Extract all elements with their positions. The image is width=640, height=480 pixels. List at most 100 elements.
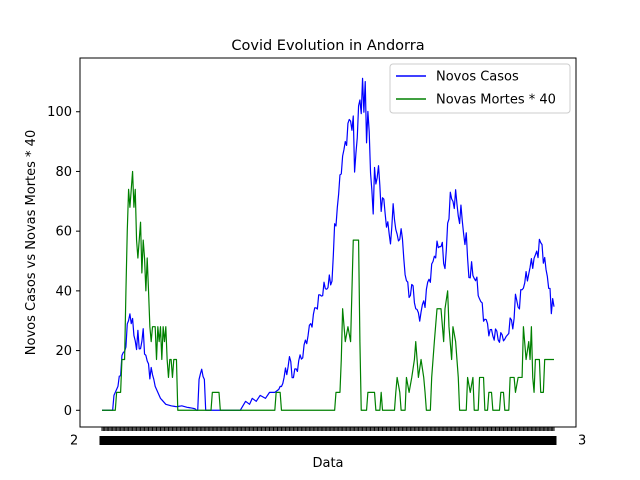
x-tick-label-glyph xyxy=(192,436,198,445)
x-tick-label-glyph xyxy=(282,436,288,445)
x-tick-label-glyph xyxy=(471,436,477,445)
x-tick-label-glyph xyxy=(360,436,366,445)
x-tick-label-glyph xyxy=(490,436,496,445)
x-tick-label-glyph xyxy=(261,436,267,445)
x-tick-label-glyph xyxy=(357,436,363,445)
x-tick-label-glyph xyxy=(498,436,504,445)
x-tick-label-glyph xyxy=(330,436,336,445)
legend-label: Novas Mortes * 40 xyxy=(436,93,556,108)
x-tick-label-glyph xyxy=(152,436,158,445)
x-tick-label-glyph xyxy=(269,436,275,445)
x-tick-label-glyph xyxy=(455,436,461,445)
x-tick-label-glyph xyxy=(256,436,262,445)
x-tick-label-glyph xyxy=(344,436,350,445)
x-tick-label-glyph xyxy=(126,436,132,445)
x-tick-label-glyph xyxy=(437,436,443,445)
x-tick-label-glyph xyxy=(288,436,294,445)
x-tick-label-glyph xyxy=(290,436,296,445)
legend-box xyxy=(389,63,571,114)
x-tick-label-glyph xyxy=(200,436,206,445)
x-tick-label-glyph xyxy=(184,436,190,445)
x-tick-label-glyph xyxy=(144,436,150,445)
x-tick-label-glyph xyxy=(368,436,374,445)
x-tick-label-glyph xyxy=(516,436,522,445)
x-tick-label-glyph xyxy=(418,436,424,445)
y-tick-label: 80 xyxy=(55,165,72,180)
x-tick-label-glyph xyxy=(522,436,528,445)
plot-lines xyxy=(102,77,555,411)
x-tick-label-glyph xyxy=(314,436,320,445)
x-tick-label-glyph xyxy=(107,436,113,445)
x-tick-label-glyph xyxy=(136,436,142,445)
chart-title: Covid Evolution in Andorra xyxy=(231,38,424,54)
x-tick-label-glyph xyxy=(538,436,544,445)
x-tick-label-glyph xyxy=(477,436,483,445)
x-tick-label-glyph xyxy=(160,436,166,445)
x-tick-label-glyph xyxy=(354,436,360,445)
x-tick-marks xyxy=(101,427,555,431)
x-tick-label-glyph xyxy=(259,436,265,445)
x-tick-label-glyph xyxy=(482,436,488,445)
x-tick-label-glyph xyxy=(349,436,355,445)
x-tick-label-glyph xyxy=(511,436,517,445)
x-tick-label-glyph xyxy=(546,436,552,445)
x-tick-label-glyph xyxy=(197,436,203,445)
x-tick-label-glyph xyxy=(157,436,163,445)
x-tick-label-glyph xyxy=(415,436,421,445)
x-tick-label-glyph xyxy=(447,436,453,445)
x-tick-label-glyph xyxy=(280,436,286,445)
x-tick-label-glyph xyxy=(237,436,243,445)
x-tick-label-glyph xyxy=(179,436,185,445)
x-tick-label-glyph xyxy=(410,436,416,445)
x-tick-label-glyph xyxy=(445,436,451,445)
x-tick-label-glyph xyxy=(277,436,283,445)
x-tick-label-glyph xyxy=(402,436,408,445)
x-tick-label-glyph xyxy=(240,436,246,445)
x-tick-label-glyph xyxy=(248,436,254,445)
y-tick-label: 100 xyxy=(47,105,72,120)
x-tick-label-glyph xyxy=(203,436,209,445)
x-tick-label-glyph xyxy=(274,436,280,445)
x-tick-label-glyph xyxy=(312,436,318,445)
x-tick-label-glyph xyxy=(293,436,299,445)
x-tick-label-glyph xyxy=(309,436,315,445)
x-tick-label-glyph xyxy=(150,436,156,445)
legend: Novos Casos Novas Mortes * 40 xyxy=(389,63,571,114)
x-tick-label-glyph xyxy=(527,436,533,445)
x-tick-label-glyph xyxy=(102,436,108,445)
x-tick-label-glyph xyxy=(442,436,448,445)
x-tick-label-glyph xyxy=(450,436,456,445)
x-tick-label-glyph xyxy=(173,436,179,445)
x-tick-label-glyph xyxy=(155,436,161,445)
x-tick-label-glyph xyxy=(362,436,368,445)
y-tick-label: 40 xyxy=(55,284,72,299)
x-tick-label-glyph xyxy=(503,436,509,445)
x-tick-label-glyph xyxy=(524,436,530,445)
x-tick-label-glyph xyxy=(530,436,536,445)
x-tick-label-glyph xyxy=(251,436,257,445)
x-tick-label-right: 3 xyxy=(578,434,586,449)
x-tick-label-glyph xyxy=(532,436,538,445)
x-tick-label-glyph xyxy=(495,436,501,445)
x-tick-label-glyph xyxy=(171,436,177,445)
x-tick-label-glyph xyxy=(508,436,514,445)
x-tick-label-glyph xyxy=(426,436,432,445)
series-line xyxy=(102,170,554,411)
x-tick-label-glyph xyxy=(493,436,499,445)
x-tick-label-glyph xyxy=(461,436,467,445)
x-tick-label-glyph xyxy=(123,436,129,445)
x-tick-label-glyph xyxy=(381,436,387,445)
x-tick-label-left: 2 xyxy=(70,434,78,449)
x-axis-label: Data xyxy=(312,456,343,471)
x-tick-label-glyph xyxy=(272,436,278,445)
x-tick-label-glyph xyxy=(229,436,235,445)
x-tick-label-glyph xyxy=(413,436,419,445)
x-tick-label-glyph xyxy=(301,436,307,445)
x-tick-label-glyph xyxy=(336,436,342,445)
x-tick-label-glyph xyxy=(458,436,464,445)
x-tick-label-glyph xyxy=(115,436,121,445)
x-tick-label-glyph xyxy=(423,436,429,445)
x-tick-label-glyph xyxy=(128,436,134,445)
x-tick-label-glyph xyxy=(506,436,512,445)
